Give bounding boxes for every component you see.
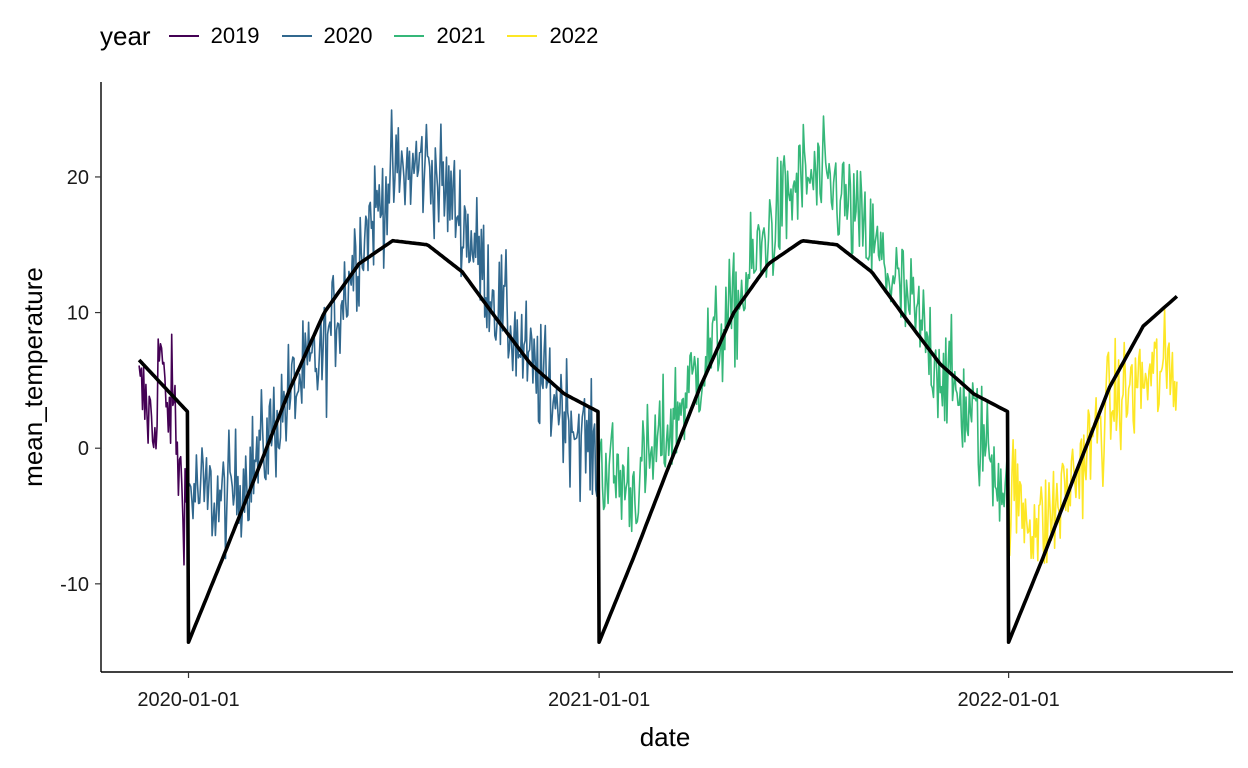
y-tick-label-20: 20 [67, 167, 89, 189]
legend: year 2019 2020 2021 2022 [100, 18, 620, 54]
axis-layer: -10 0 10 20 2020-01-01 2021-01-01 2022-01-01 [60, 82, 1233, 711]
legend-key-2019 [168, 35, 199, 37]
x-tick-label-2022-01-01: 2022-01-01 [957, 689, 1059, 711]
series-line-2019 [138, 333, 189, 566]
fit-layer [137, 238, 1179, 645]
legend-label-2022: 2022 [549, 23, 599, 48]
legend-item-2022: 2022 [507, 23, 598, 49]
y-tick-label-0: 0 [78, 438, 89, 460]
y-tick-label-10: 10 [67, 303, 89, 325]
legend-label-2020: 2020 [323, 23, 373, 48]
fit-line [137, 238, 1179, 645]
series-line-2020 [187, 109, 599, 560]
x-tick-label-2021-01-01: 2021-01-01 [548, 689, 650, 711]
x-axis-title: date [640, 722, 691, 752]
legend-item-2021: 2021 [394, 23, 485, 49]
legend-label-2019: 2019 [210, 23, 260, 48]
legend-key-2021 [394, 35, 425, 37]
series-line-2022 [1007, 308, 1178, 564]
legend-item-2019: 2019 [168, 23, 260, 49]
series-line-2021 [598, 115, 1009, 533]
legend-title: year [100, 20, 151, 51]
y-tick-label--10: -10 [60, 574, 89, 596]
legend-key-2022 [507, 35, 538, 37]
legend-label-2021: 2021 [436, 23, 486, 48]
y-axis-title: mean_temperature [18, 267, 48, 487]
legend-key-2020 [281, 35, 312, 37]
legend-item-2020: 2020 [281, 23, 373, 49]
x-tick-label-2020-01-01: 2020-01-01 [137, 689, 239, 711]
